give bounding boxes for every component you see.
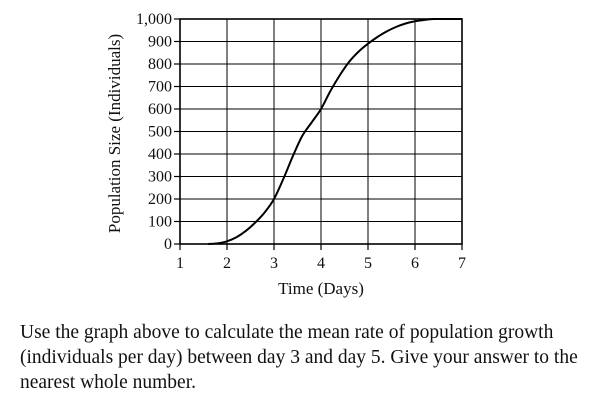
y-tick-label: 0	[164, 236, 172, 253]
x-tick-label: 1	[176, 255, 184, 272]
question-text: Use the graph above to calculate the mea…	[20, 322, 578, 393]
y-tick-label: 1,000	[136, 11, 172, 28]
tick-labels: 0 100 200 300 400 500 600 700 800 900 1,000 1 2 3 4 5 6 7	[136, 11, 466, 272]
axis-ticks	[174, 18, 463, 250]
y-tick-label: 600	[148, 101, 172, 118]
x-tick-label: 4	[317, 255, 325, 272]
y-tick-label: 700	[148, 79, 172, 96]
y-tick-label: 300	[148, 169, 172, 186]
y-tick-label: 900	[148, 34, 172, 51]
gridlines	[179, 18, 463, 245]
y-tick-label: 800	[148, 56, 172, 73]
x-tick-label: 2	[223, 255, 231, 272]
chart: 0 100 200 300 400 500 600 700 800 900 1,000 1 2 3 4 5 6 7…	[105, 11, 466, 298]
x-tick-label: 6	[411, 255, 419, 272]
y-tick-label: 100	[148, 214, 172, 231]
y-axis-title: Population Size (Individuals)	[105, 34, 124, 233]
x-axis-title: Time (Days)	[278, 279, 364, 298]
x-tick-label: 3	[270, 255, 278, 272]
x-tick-label: 5	[364, 255, 372, 272]
y-tick-label: 400	[148, 146, 172, 163]
population-growth-curve	[208, 17, 462, 245]
y-tick-label: 200	[148, 191, 172, 208]
x-tick-label: 7	[458, 255, 466, 272]
y-tick-label: 500	[148, 124, 172, 141]
